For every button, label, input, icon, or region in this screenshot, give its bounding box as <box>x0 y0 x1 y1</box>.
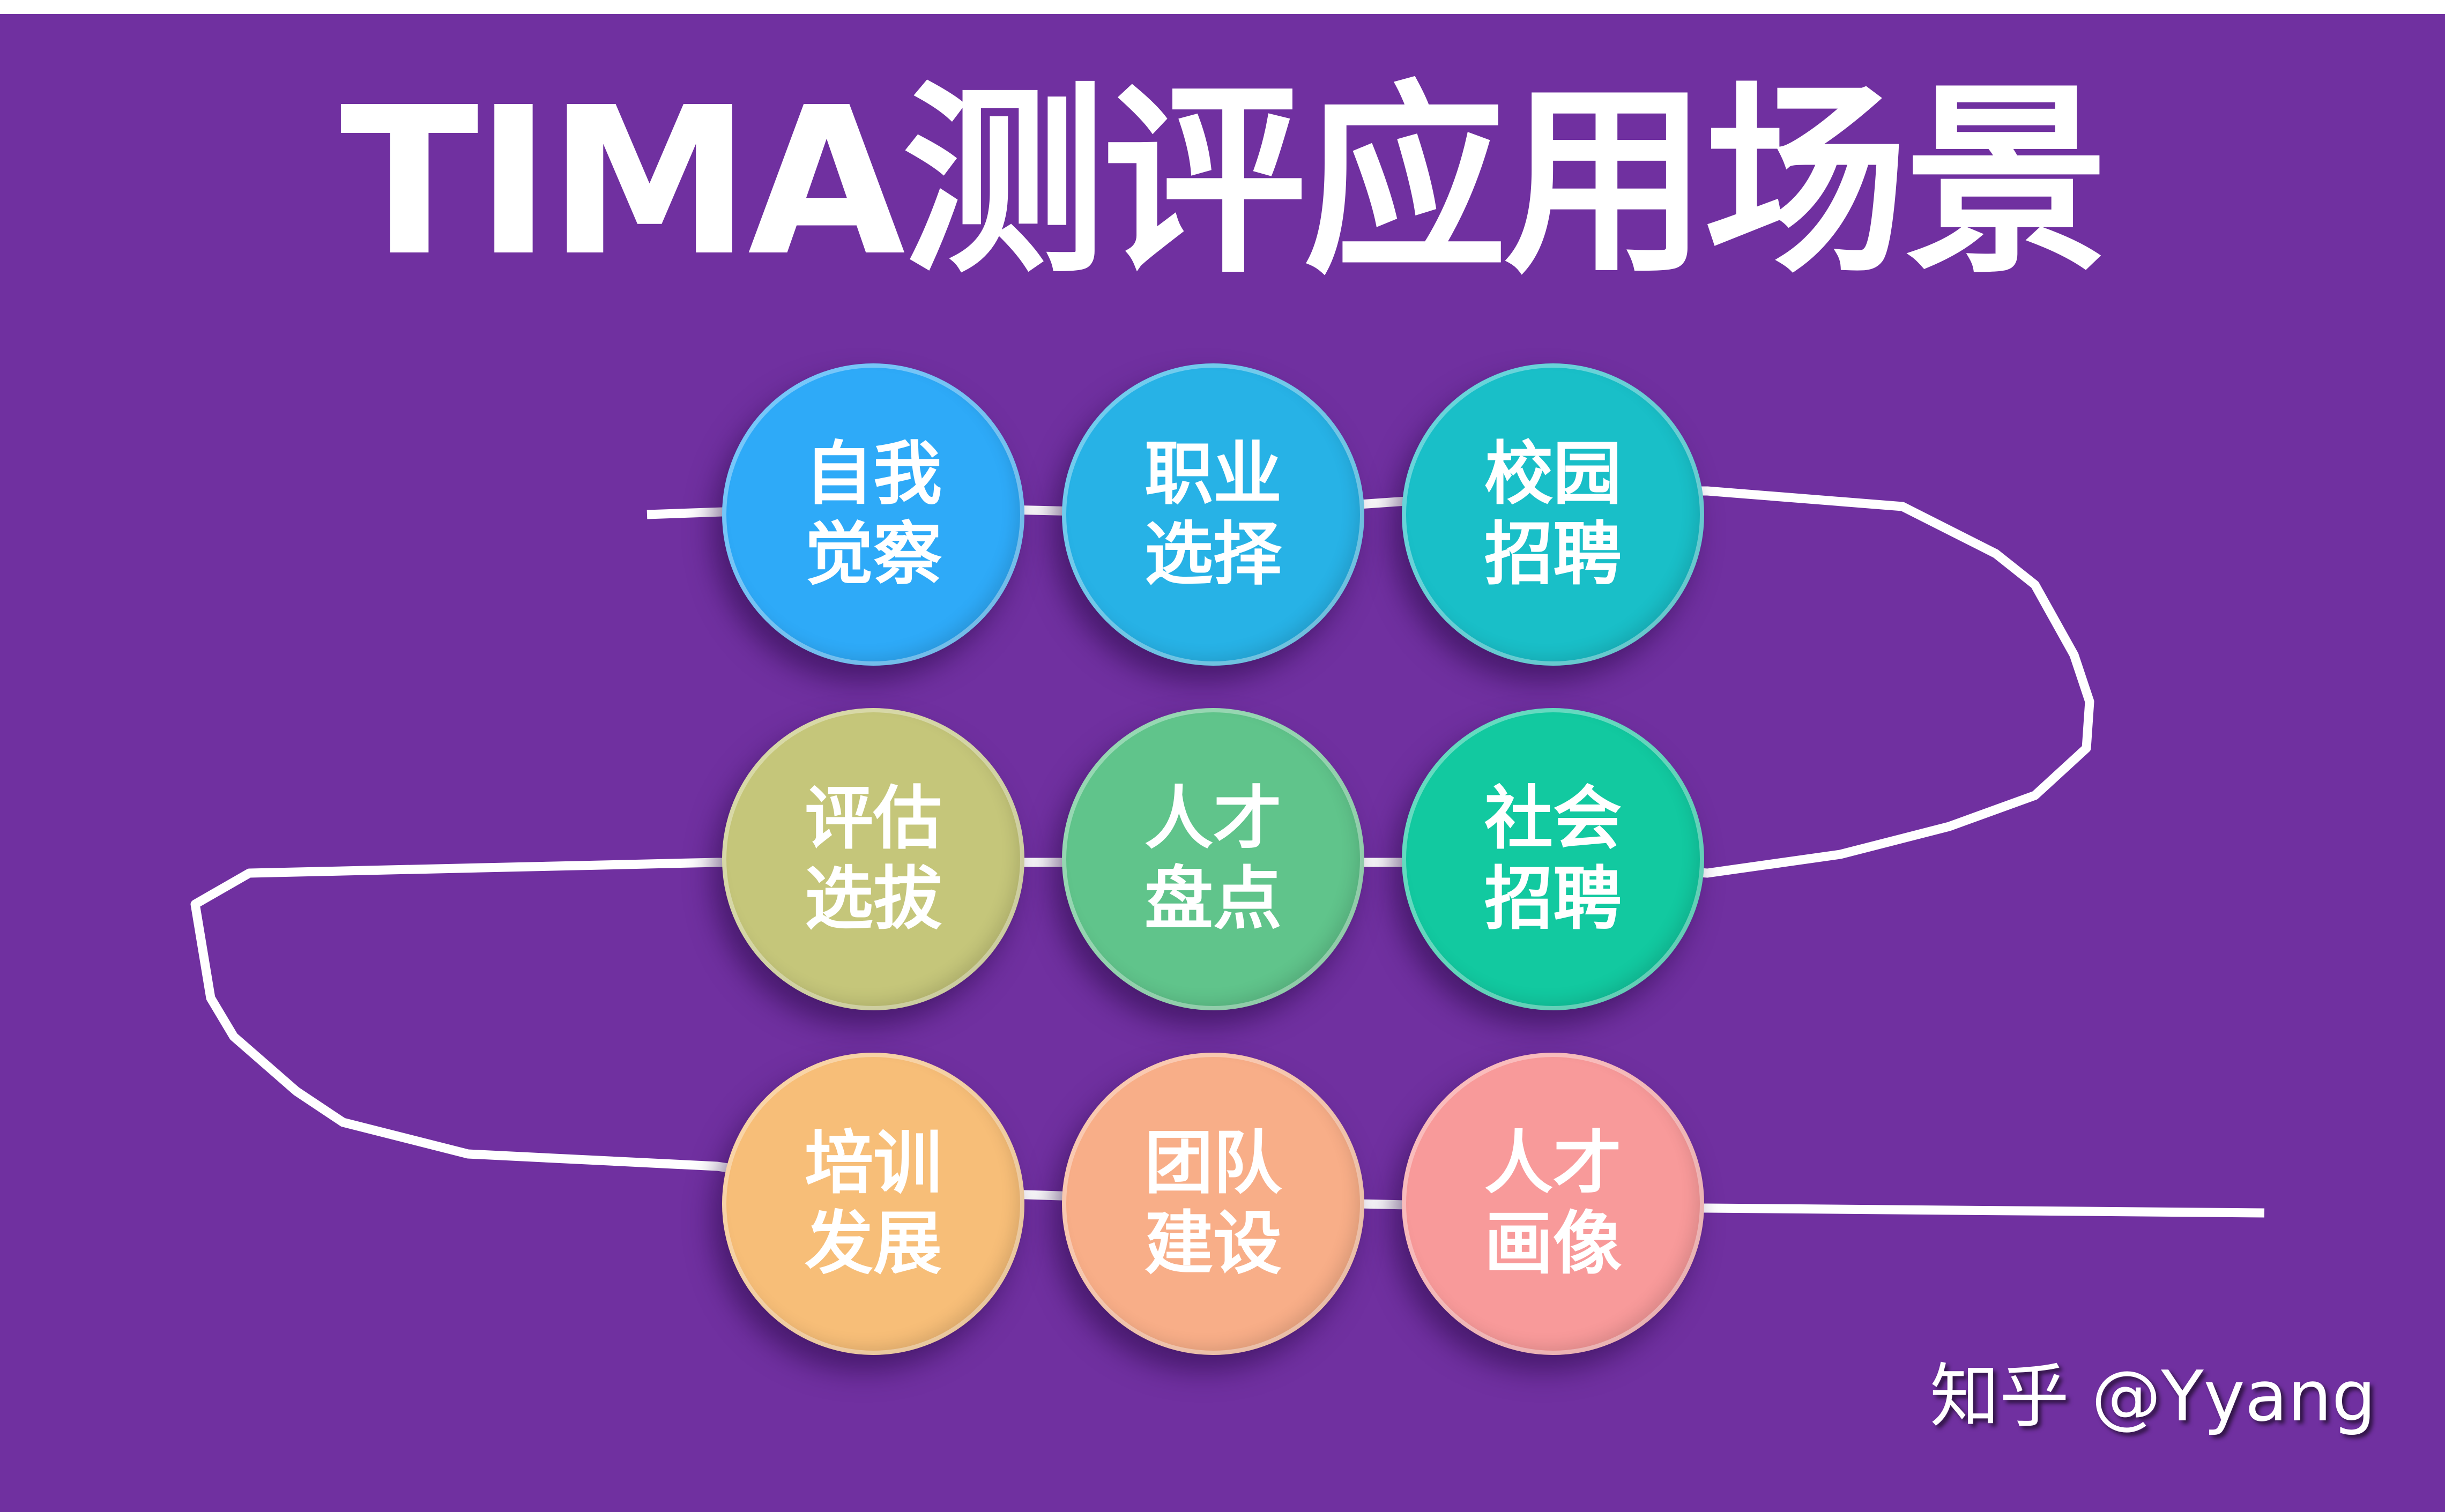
scenario-label: 建设 <box>1144 1204 1282 1284</box>
scenario-label: 自我 <box>804 434 942 514</box>
scenario-node: 社会 招聘 <box>1402 708 1704 1010</box>
scenario-label: 盘点 <box>1144 859 1282 939</box>
scenario-node: 团队 建设 <box>1062 1053 1364 1355</box>
scenario-node: 职业 选择 <box>1062 363 1364 666</box>
scenario-label: 发展 <box>804 1204 942 1284</box>
scenario-node: 自我 觉察 <box>722 363 1024 666</box>
scenario-label: 招聘 <box>1484 859 1622 939</box>
scenario-node: 人才 画像 <box>1402 1053 1704 1355</box>
scenario-label: 职业 <box>1144 434 1282 514</box>
page-title: TIMA测评应用场景 <box>340 63 2108 301</box>
scenario-label: 觉察 <box>804 515 942 594</box>
scenario-label: 招聘 <box>1484 515 1622 594</box>
watermark: 知乎 @Yyang <box>1930 1355 2376 1437</box>
scenario-node: 评估 选拔 <box>722 708 1024 1010</box>
scenario-node: 人才 盘点 <box>1062 708 1364 1010</box>
scenario-label: 选拔 <box>804 859 942 939</box>
scenario-label: 评估 <box>804 779 942 859</box>
scenario-node: 培训 发展 <box>722 1053 1024 1355</box>
scenario-label: 培训 <box>804 1123 942 1203</box>
scenario-label: 画像 <box>1484 1204 1622 1284</box>
scenario-label: 选择 <box>1144 515 1282 594</box>
scenario-label: 社会 <box>1484 779 1622 859</box>
scenario-label: 校园 <box>1484 434 1622 514</box>
scenario-node: 校园 招聘 <box>1402 363 1704 666</box>
scenario-label: 人才 <box>1144 779 1282 859</box>
scenario-label: 团队 <box>1144 1123 1282 1203</box>
scenario-label: 人才 <box>1484 1123 1622 1203</box>
